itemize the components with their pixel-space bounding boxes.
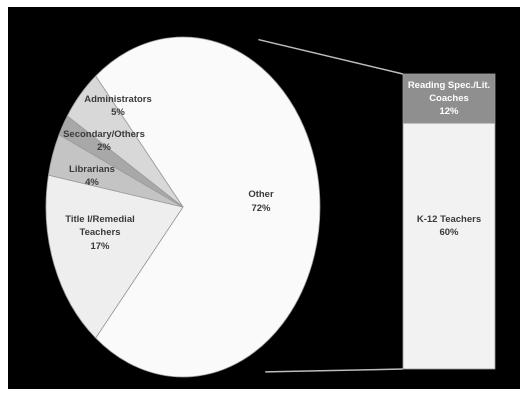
bar-segment-k-12-teachers <box>402 122 496 370</box>
value-librarians: 4% <box>85 177 99 188</box>
label-reading-spec-line2: Coaches <box>429 93 469 104</box>
label-librarians: Librarians <box>69 164 115 175</box>
value-reading-spec: 12% <box>439 106 459 117</box>
pie-slice-administrators <box>66 75 184 208</box>
label-k12-teachers: K-12 Teachers <box>417 214 481 225</box>
label-title-i-line1: Title I/Remedial <box>65 214 135 225</box>
slice-labels: Administrators 5% Secondary/Others 2% Li… <box>63 80 490 252</box>
connector-line-top <box>258 38 404 75</box>
label-secondary-others: Secondary/Others <box>63 129 145 140</box>
connector-line-bottom <box>265 368 404 373</box>
value-administrators: 5% <box>111 107 125 118</box>
value-title-i: 17% <box>90 241 110 252</box>
label-reading-spec-line1: Reading Spec./Lit. <box>408 80 490 91</box>
value-secondary-others: 2% <box>97 142 111 153</box>
label-other: Other <box>248 189 274 200</box>
value-k12-teachers: 60% <box>439 227 459 238</box>
value-other: 72% <box>251 203 271 214</box>
pie-slices <box>45 36 321 378</box>
label-administrators: Administrators <box>84 94 152 105</box>
breakdown-bar <box>402 73 496 370</box>
label-title-i-line2: Teachers <box>79 227 120 238</box>
pie-slice-title-i-remedial-teachers <box>45 174 184 339</box>
pie-slice-other <box>95 36 321 378</box>
